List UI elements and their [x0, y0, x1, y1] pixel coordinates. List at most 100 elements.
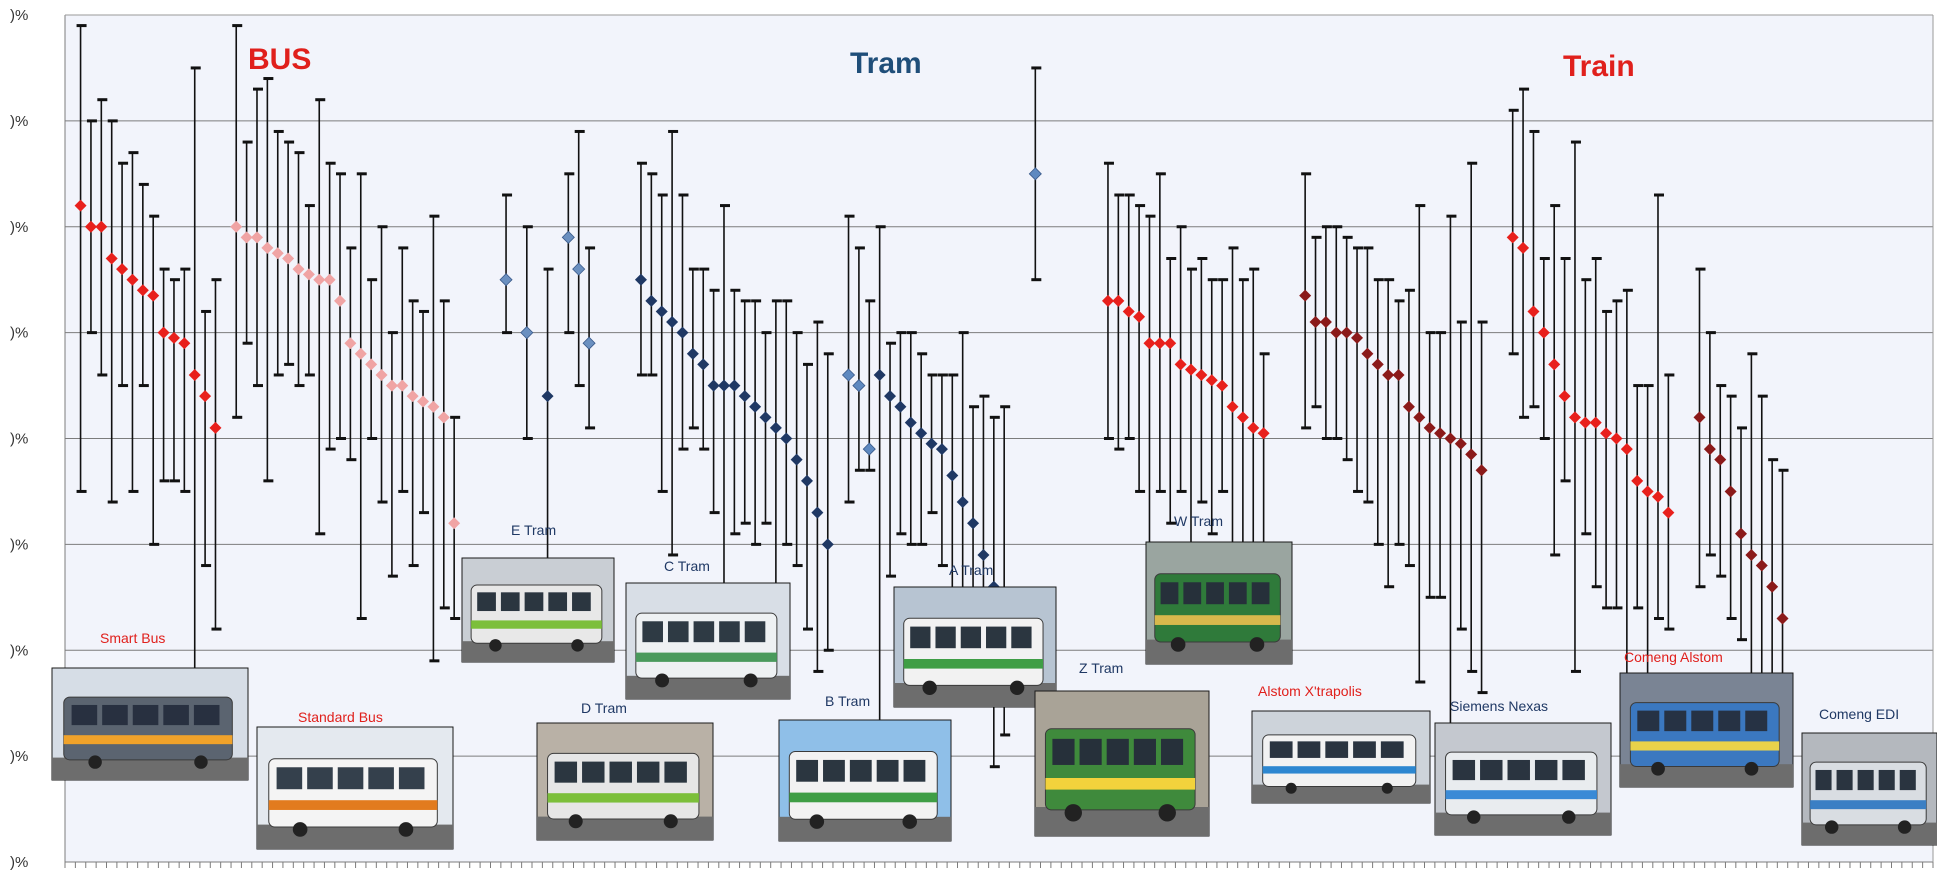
vehicle-window: [1353, 741, 1376, 758]
data-point: [116, 263, 129, 276]
data-point: [95, 220, 108, 233]
label-z-tram: Z Tram: [1079, 660, 1123, 676]
data-point: [385, 379, 398, 392]
vehicle-window: [582, 761, 605, 783]
data-point: [645, 294, 658, 307]
vehicle-wheel: [902, 814, 917, 829]
data-point: [1568, 411, 1581, 424]
data-point: [1122, 305, 1135, 318]
data-point: [977, 548, 990, 561]
data-point: [1195, 368, 1208, 381]
data-point: [209, 421, 222, 434]
vehicle-wheel: [1009, 680, 1025, 695]
data-point: [1247, 421, 1260, 434]
data-point: [769, 421, 782, 434]
vehicle-window: [1325, 741, 1349, 758]
data-point: [271, 247, 284, 260]
data-point: [1693, 411, 1706, 424]
vehicle-photo: [461, 557, 615, 663]
vehicle-wheel: [655, 673, 670, 688]
vehicle-window: [163, 704, 189, 726]
data-point: [1236, 411, 1249, 424]
vehicle-wheel: [1158, 804, 1176, 822]
vehicle-window: [572, 592, 591, 612]
vehicle-photo: [1619, 672, 1794, 788]
vehicle-wheel: [1381, 782, 1393, 794]
data-point: [1579, 416, 1592, 429]
photo-ground: [52, 757, 248, 780]
y-tick-labels: )%)%)%)%)%)%)%)%)%: [10, 7, 28, 871]
data-point: [499, 273, 513, 287]
vehicle-window: [744, 621, 766, 643]
data-point: [1299, 289, 1312, 302]
data-point: [1548, 358, 1561, 371]
data-point: [1174, 358, 1187, 371]
vehicle-photo: [1801, 732, 1937, 846]
data-point: [1402, 400, 1415, 413]
data-point: [582, 336, 596, 350]
data-point: [1423, 421, 1436, 434]
label-e-tram: E Tram: [511, 522, 556, 538]
y-tick-label: )%: [10, 431, 28, 448]
vehicle-wheel: [571, 639, 584, 652]
vehicle-stripe: [471, 620, 602, 629]
error-bars: [76, 24, 1789, 769]
vehicle-wheel: [1562, 810, 1576, 824]
vehicle-window: [548, 592, 568, 612]
y-tick-label: )%: [10, 7, 28, 24]
data-point: [1506, 231, 1519, 244]
data-point: [686, 347, 699, 360]
vehicle-window: [1183, 582, 1202, 605]
vehicle-window: [642, 621, 663, 643]
data-point: [935, 443, 948, 456]
data-point: [904, 416, 917, 429]
photo-ground: [462, 641, 614, 662]
vehicle-window: [719, 621, 740, 643]
vehicle-window: [823, 759, 845, 782]
photo-ground: [1035, 807, 1209, 836]
vehicle-window: [554, 761, 578, 783]
vehicle-window: [1106, 738, 1129, 765]
data-point: [157, 326, 170, 339]
vehicle-window: [1857, 769, 1874, 791]
data-point: [1133, 310, 1146, 323]
data-point: [188, 368, 201, 381]
data-point: [126, 273, 139, 286]
label-standard-bus: Standard Bus: [298, 709, 383, 725]
vehicle-window: [935, 626, 956, 649]
data-point: [302, 268, 315, 281]
vehicle-wheel: [292, 822, 308, 837]
data-point: [1527, 305, 1540, 318]
vehicle-window: [1534, 759, 1558, 781]
vehicle-window: [1297, 741, 1321, 758]
data-point: [334, 294, 347, 307]
data-point: [634, 273, 647, 286]
data-point: [749, 400, 762, 413]
data-point: [697, 358, 710, 371]
vehicle-window: [1133, 738, 1156, 765]
data-point: [1589, 416, 1602, 429]
vehicle-wheel: [1170, 637, 1186, 652]
vehicle-wheel: [1064, 804, 1082, 822]
vehicle-wheel: [489, 639, 502, 652]
data-point: [780, 432, 793, 445]
vehicle-stripe: [1445, 790, 1597, 800]
vehicle-window: [1815, 769, 1832, 791]
data-point: [250, 231, 263, 244]
data-point: [365, 358, 378, 371]
data-point: [1600, 427, 1613, 440]
vehicle-photo: [256, 726, 454, 850]
vehicle-window: [1899, 769, 1916, 791]
data-point: [1465, 448, 1478, 461]
vehicle-stripe: [268, 800, 438, 810]
data-point: [313, 273, 326, 286]
vehicle-window: [1251, 582, 1270, 605]
data-point: [1558, 390, 1571, 403]
vehicle-wheel: [663, 814, 678, 829]
vehicle-window: [1269, 741, 1293, 758]
label-comeng-alstom: Comeng Alstom: [1624, 649, 1723, 665]
vehicle-window: [1507, 759, 1530, 781]
photo-ground: [1620, 764, 1793, 787]
data-point: [282, 252, 295, 265]
data-point: [1475, 464, 1488, 477]
